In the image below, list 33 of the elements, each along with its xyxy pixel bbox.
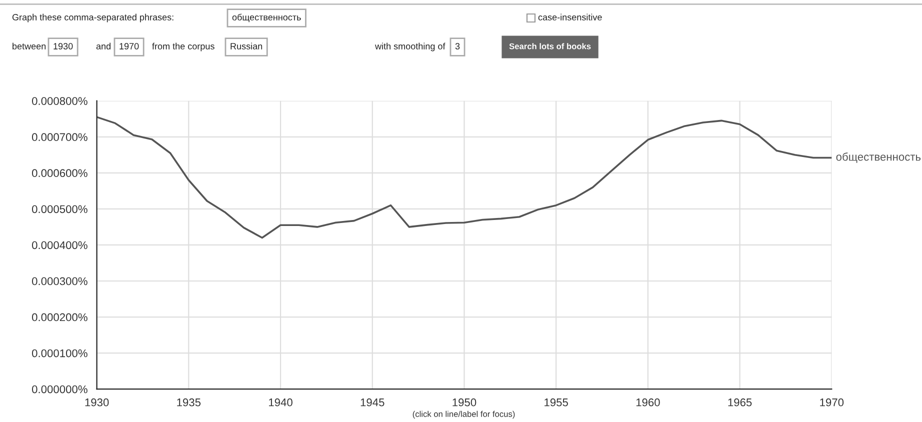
x-tick-label: 1930 — [85, 398, 109, 406]
line-series — [96, 116, 832, 239]
x-tick-label: 1950 — [452, 398, 476, 406]
x-tick-label: 1945 — [360, 398, 384, 406]
text: case-insensitive — [538, 14, 602, 20]
text: between — [12, 42, 46, 50]
y-tick-label: 0.000100% — [32, 349, 88, 358]
y-tick-label: 0.000600% — [32, 169, 88, 178]
text: Graph these comma-separated phrases: — [12, 14, 174, 22]
y-tick-label: 0.000800% — [32, 97, 88, 105]
x-tick-label: 1955 — [544, 398, 568, 406]
y-tick-label: 0.000300% — [32, 277, 88, 286]
text: Russian — [230, 42, 262, 50]
text: from the corpus — [152, 42, 214, 52]
text: 3 — [455, 43, 460, 50]
y-tick-label: 0.000500% — [32, 205, 88, 214]
x-tick-label: 1965 — [728, 398, 752, 406]
text: and — [96, 42, 110, 50]
text: with smoothing of — [374, 42, 446, 52]
text: (click on line/label for focus) — [412, 410, 515, 419]
x-tick-label: 1935 — [177, 398, 201, 406]
x-tick-label: 1940 — [269, 398, 292, 406]
text: 1970 — [120, 43, 139, 50]
y-tick-label: 0.000000% — [32, 385, 88, 394]
text: Search lots of books — [509, 43, 591, 50]
y-tick-label: 0.000200% — [32, 313, 88, 322]
y-tick-label: 0.000700% — [32, 133, 88, 142]
x-tick-label: 1960 — [636, 398, 660, 406]
series-label: общественность — [836, 152, 921, 163]
text: общественность — [232, 14, 301, 22]
x-tick-label: 1970 — [820, 398, 844, 406]
y-tick-label: 0.000400% — [32, 241, 88, 250]
text: 1930 — [54, 43, 73, 50]
